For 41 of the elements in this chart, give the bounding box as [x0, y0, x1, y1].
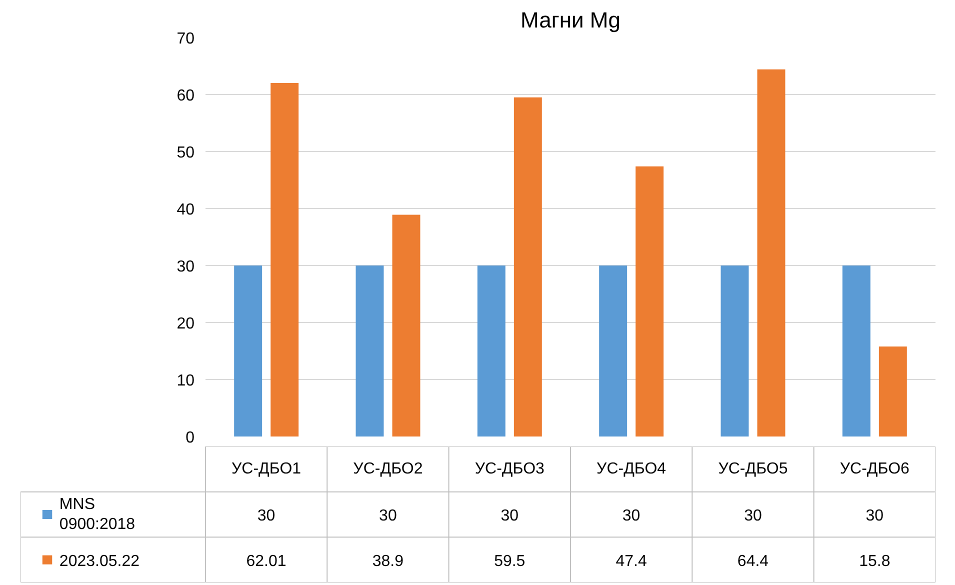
legend-label: 2023.05.22 [59, 552, 140, 570]
bar [270, 83, 299, 436]
bar [514, 97, 542, 436]
data-label: 30 [866, 508, 884, 524]
x-tick-label: УС-ДБО4 [596, 460, 666, 478]
bar [878, 346, 907, 436]
bar [599, 266, 628, 436]
data-label: 30 [257, 508, 276, 524]
y-tick-label: 40 [176, 202, 195, 218]
bar [356, 266, 384, 436]
data-label: 64.4 [737, 552, 769, 570]
chart-title: Магни Mg [520, 8, 620, 32]
data-label: 59.5 [494, 552, 526, 570]
bar [477, 266, 506, 436]
data-label: 30 [744, 508, 762, 524]
data-label: 62.01 [246, 552, 286, 570]
bar [842, 266, 870, 436]
y-tick-label: 10 [176, 372, 195, 390]
bar [720, 266, 749, 436]
data-label: 47.4 [616, 552, 647, 570]
x-tick-label: УС-ДБО1 [232, 460, 302, 478]
x-tick-label: УС-ДБО2 [353, 460, 423, 478]
bar [636, 166, 664, 436]
y-tick-label: 0 [186, 430, 195, 446]
x-tick-label: УС-ДБО6 [840, 460, 910, 478]
data-label: 15.8 [859, 552, 890, 570]
y-tick-label: 20 [176, 316, 195, 332]
y-tick-label: 70 [176, 30, 195, 48]
bar [757, 69, 786, 436]
data-label: 30 [379, 508, 397, 524]
data-label: 30 [622, 508, 640, 524]
data-label: 38.9 [372, 552, 404, 570]
bar [234, 266, 262, 436]
x-tick-label: УС-ДБО3 [474, 460, 545, 478]
data-label: 30 [500, 508, 519, 524]
bar [392, 214, 420, 436]
x-tick-label: УС-ДБО5 [718, 460, 788, 478]
legend-label: MNS 0900:2018 [59, 496, 136, 534]
y-tick-label: 60 [176, 88, 195, 104]
y-tick-label: 30 [176, 258, 195, 276]
y-tick-label: 50 [176, 144, 195, 162]
